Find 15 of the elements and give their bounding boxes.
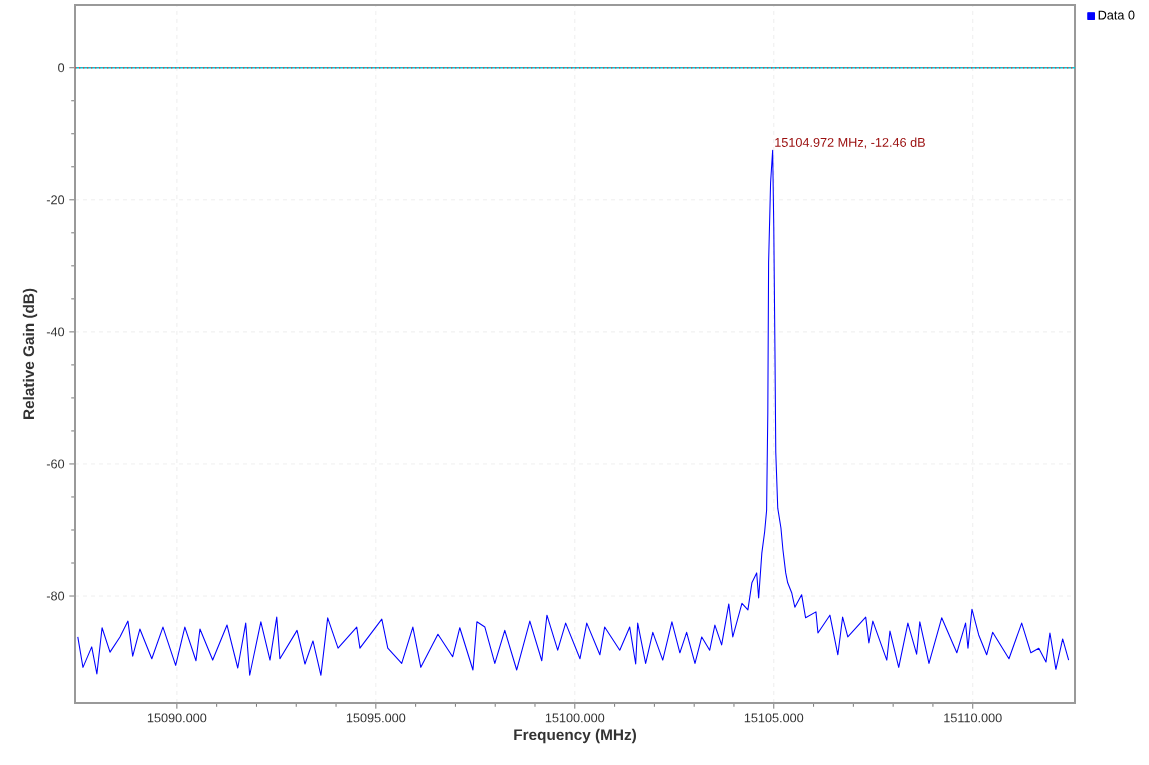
x-tick-label: 15100.000 (545, 713, 605, 723)
y-tick-label: -80 (46, 591, 65, 601)
y-tick-label: -60 (46, 459, 65, 469)
annotation: 15104.972 MHz, -12.46 dB (775, 137, 925, 149)
y-tick-label: 0 (58, 63, 65, 73)
x-tick-label: 15095.000 (346, 713, 406, 723)
x-tick-label: 15090.000 (147, 713, 207, 723)
line-series (77, 149, 1070, 676)
legend-label: Data 0 (1098, 10, 1135, 20)
y-tick-label: -40 (46, 327, 65, 337)
x-tick-label: 15105.000 (744, 713, 804, 723)
y-tick-label: -20 (46, 195, 65, 205)
x-axis-title: Frequency (MHz) (514, 728, 636, 744)
x-tick-label: 15110.000 (944, 713, 1002, 723)
y-axis-title: Relative Gain (dB) (22, 288, 38, 420)
